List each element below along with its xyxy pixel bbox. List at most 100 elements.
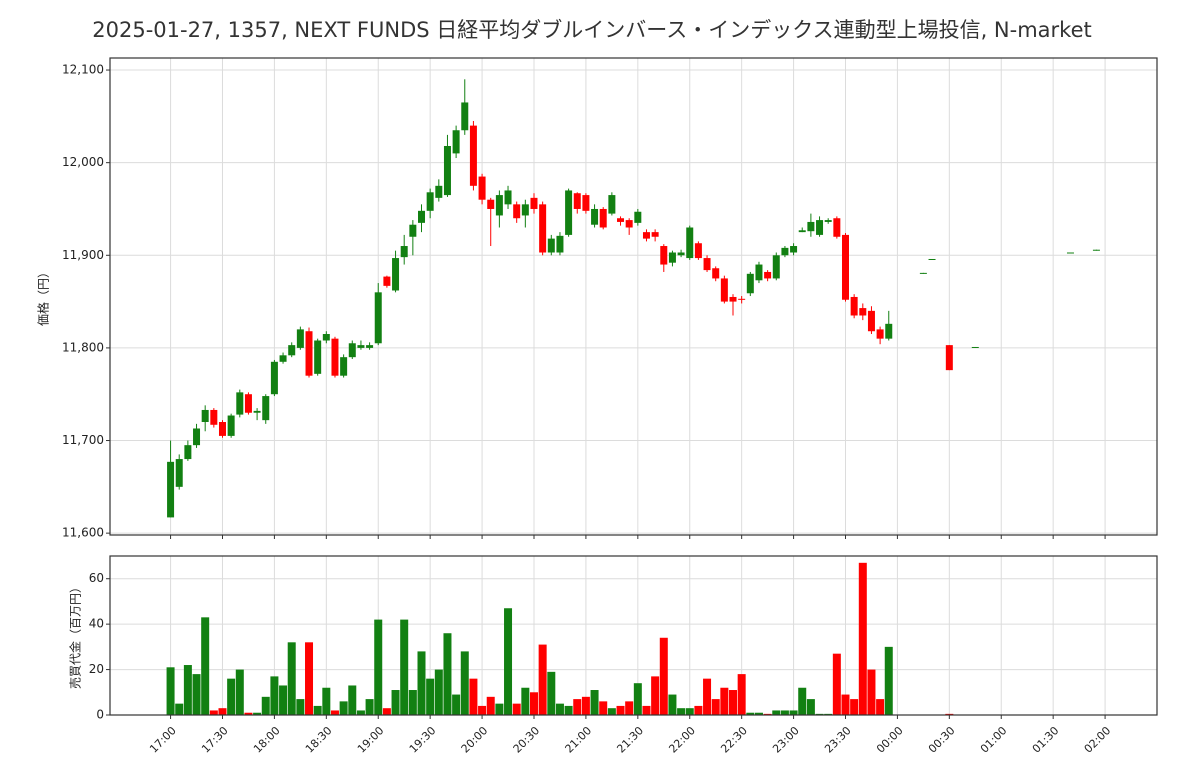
volume-bar xyxy=(711,699,720,715)
volume-bar xyxy=(555,703,564,715)
candle-body xyxy=(712,268,720,279)
volume-bar xyxy=(279,685,288,715)
candle-body xyxy=(703,258,711,271)
volume-bar xyxy=(867,669,876,715)
volume-bar xyxy=(183,665,192,715)
candle-body xyxy=(945,345,953,371)
volume-bar xyxy=(434,669,443,715)
candle-body xyxy=(781,247,789,256)
y-tick-label: 12,100 xyxy=(62,63,104,77)
candle-body xyxy=(1092,249,1100,251)
candle-body xyxy=(383,276,391,286)
candle-body xyxy=(867,310,875,332)
volume-bar xyxy=(625,701,634,715)
volume-frame xyxy=(109,555,1158,716)
candle-body xyxy=(193,428,201,446)
volume-bar xyxy=(841,694,850,715)
volume-bar xyxy=(426,678,435,715)
volume-bar xyxy=(547,671,556,715)
volume-bar xyxy=(296,699,305,715)
marks xyxy=(166,79,1101,715)
volume-bar xyxy=(201,617,210,715)
volume-bar xyxy=(806,699,815,715)
candle-body xyxy=(885,323,893,339)
volume-bar xyxy=(227,678,236,715)
volume-bar xyxy=(521,687,530,715)
candle-body xyxy=(634,211,642,223)
volume-bar xyxy=(529,692,538,715)
candle-body xyxy=(755,264,763,281)
volume-bar xyxy=(737,674,746,715)
candle-body xyxy=(617,218,625,222)
candle-body xyxy=(314,340,322,374)
volume-bar xyxy=(218,708,227,715)
candle-body xyxy=(279,355,287,362)
candle-body xyxy=(244,394,252,413)
candle-body xyxy=(435,185,443,198)
volume-bar xyxy=(192,674,201,715)
volume-bar xyxy=(607,708,616,715)
y-tick-label: 40 xyxy=(89,617,104,631)
volume-bar xyxy=(253,712,262,715)
volume-bar xyxy=(884,646,893,715)
volume-bar xyxy=(305,642,314,715)
volume-bar xyxy=(703,678,712,715)
candle-body xyxy=(184,445,192,460)
candle-body xyxy=(288,345,296,356)
candle-body xyxy=(322,334,330,341)
volume-bar xyxy=(348,685,357,715)
volume-bar xyxy=(772,710,781,715)
candle-body xyxy=(253,410,261,413)
candle-body xyxy=(971,346,979,348)
volume-bar xyxy=(651,676,660,715)
candle-body xyxy=(201,409,209,423)
candle-body xyxy=(236,392,244,415)
y-tick-label: 11,600 xyxy=(62,526,104,540)
volume-bar xyxy=(573,699,582,715)
volume-bar xyxy=(599,701,608,715)
volume-bar xyxy=(780,710,789,715)
volume-bar xyxy=(330,710,339,715)
volume-bar xyxy=(754,712,763,715)
volume-bar xyxy=(616,705,625,715)
candle-body xyxy=(790,246,798,253)
volume-bar xyxy=(659,637,668,715)
candle-body xyxy=(928,258,936,260)
volume-bar xyxy=(400,619,409,715)
candle-body xyxy=(539,204,547,253)
y-tick-label: 11,800 xyxy=(62,340,104,354)
candle-body xyxy=(599,208,607,228)
candle-body xyxy=(409,224,417,237)
candle-body xyxy=(366,345,374,348)
volume-bar xyxy=(443,633,452,715)
candle-body xyxy=(340,357,348,376)
volume-bar xyxy=(486,696,495,715)
volume-bar xyxy=(244,712,253,715)
candle-body xyxy=(816,220,824,235)
candle-body xyxy=(729,296,737,302)
volume-bar xyxy=(452,694,461,715)
candle-body xyxy=(547,238,555,253)
volume-bar xyxy=(417,651,426,715)
candle-body xyxy=(841,234,849,300)
volume-bar xyxy=(175,703,184,715)
candle-body xyxy=(876,329,884,339)
volume-bar xyxy=(478,705,487,715)
candle-body xyxy=(746,273,754,294)
candle-body xyxy=(824,220,832,222)
candle-body xyxy=(833,218,841,237)
candle-body xyxy=(210,409,218,425)
candle-body xyxy=(305,331,313,376)
candle-body xyxy=(504,190,512,205)
candle-body xyxy=(167,461,175,518)
candle-body xyxy=(175,459,183,487)
volume-bar xyxy=(677,708,686,715)
y-axis-label: 価格（円） xyxy=(36,266,51,326)
volume-bar xyxy=(668,694,677,715)
candle-body xyxy=(357,345,365,348)
volume-bar xyxy=(694,705,703,715)
y-tick-label: 11,700 xyxy=(62,433,104,447)
candle-body xyxy=(660,246,668,265)
volume-bar xyxy=(504,608,513,715)
